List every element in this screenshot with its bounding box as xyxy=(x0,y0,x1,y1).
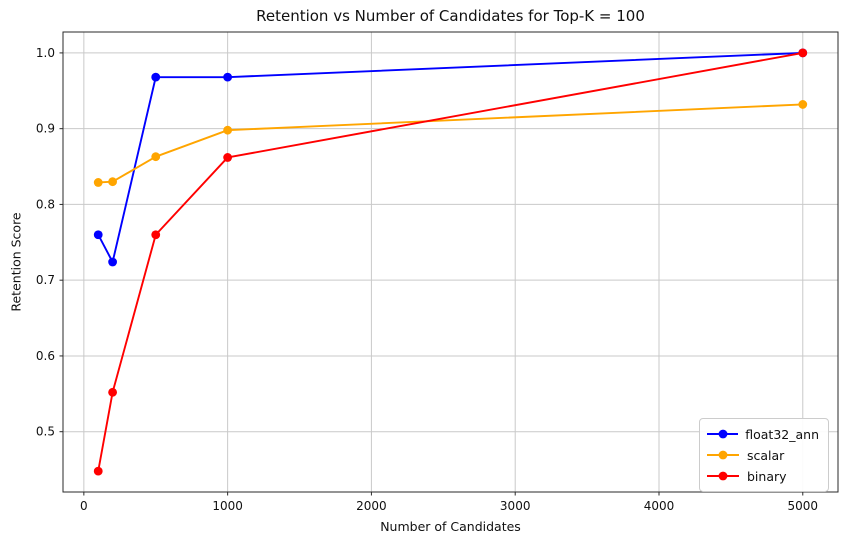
x-tick-label: 1000 xyxy=(212,499,243,513)
x-tick-label: 0 xyxy=(80,499,88,513)
series-marker-scalar xyxy=(93,178,103,187)
series-marker-float32_ann xyxy=(223,72,233,82)
y-axis-label: Retention Score xyxy=(8,212,24,312)
y-tick-label: 0.6 xyxy=(36,349,55,363)
x-tick-label: 3000 xyxy=(500,499,531,513)
series-marker-float32_ann xyxy=(93,230,103,240)
y-tick-label: 1.0 xyxy=(36,46,55,60)
legend-entry-float32_ann: float32_ann xyxy=(706,424,819,444)
series-marker-binary xyxy=(223,153,233,162)
legend-line-sample-scalar xyxy=(707,450,739,460)
y-tick-label: 0.8 xyxy=(36,197,55,211)
series-marker-binary xyxy=(151,230,161,240)
series-marker-float32_ann xyxy=(108,257,118,267)
series-line-float32_ann xyxy=(97,51,804,263)
x-tick-label: 4000 xyxy=(644,499,675,513)
series-marker-binary xyxy=(798,48,808,58)
x-tick-label: 5000 xyxy=(787,499,818,513)
series-marker-scalar xyxy=(223,125,233,135)
axes-spines xyxy=(62,31,839,493)
legend-label: binary xyxy=(747,468,787,484)
series-marker-scalar xyxy=(108,177,118,187)
x-axis-label: Number of Candidates xyxy=(380,519,521,534)
legend-line-sample-binary xyxy=(707,471,739,481)
series-marker-float32_ann xyxy=(151,72,161,82)
legend-line-sample-float32_ann xyxy=(707,429,739,439)
series-marker-scalar xyxy=(151,152,161,162)
series-marker-binary xyxy=(93,466,103,476)
legend-entry-binary: binary xyxy=(706,466,819,486)
legend-label: float32_ann xyxy=(745,426,819,442)
y-tick-label: 0.7 xyxy=(36,273,55,287)
chart-title: Retention vs Number of Candidates for To… xyxy=(256,7,645,25)
series-marker-binary xyxy=(108,387,118,397)
series-marker-scalar xyxy=(798,100,808,109)
y-tick-label: 0.9 xyxy=(36,122,55,136)
x-tick-label: 2000 xyxy=(356,499,387,513)
y-tick-label: 0.5 xyxy=(36,425,55,439)
series-line-binary xyxy=(97,51,804,473)
legend-label: scalar xyxy=(747,447,785,463)
legend-entry-scalar: scalar xyxy=(706,445,819,465)
